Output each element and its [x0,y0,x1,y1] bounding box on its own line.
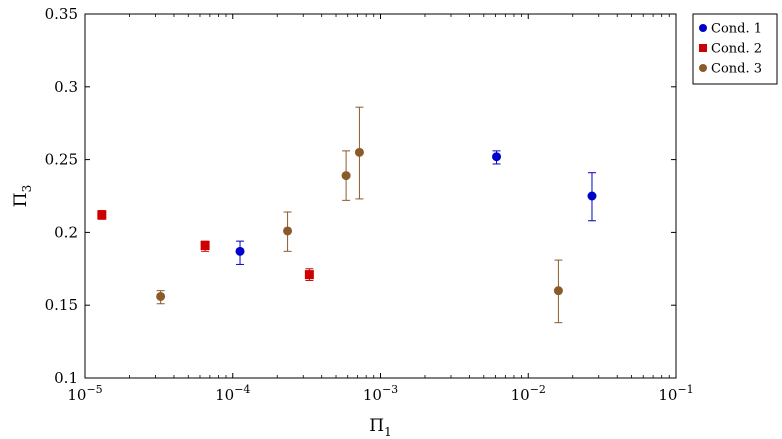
data-point [283,226,293,236]
data-point [156,291,166,301]
data-point [587,191,597,201]
legend-marker [699,24,707,32]
y-tick-label: 0.1 [54,369,78,387]
data-point [553,286,563,296]
y-tick-label: 0.35 [45,5,78,23]
plot-frame [84,13,677,379]
data-point [341,171,351,181]
x-tick-label: 10−4 [215,383,250,404]
plot-area: 0.1 0.15 0.2 0.25 0.3 0.35 10−5 10−4 10−3 10−2 10−… [11,5,694,439]
x-tick-label: 10−1 [658,383,693,404]
data-point [200,241,210,251]
legend-marker [699,44,707,52]
y-tick-label: 0.2 [54,223,78,241]
data-point [492,152,502,162]
legend-label: Cond. 3 [711,62,762,77]
legend-label: Cond. 2 [711,42,762,57]
x-axis-label: Π1 [369,416,391,439]
legend-label: Cond. 1 [711,22,762,37]
data-point [97,210,107,220]
data-point [235,246,245,256]
data-point [304,270,314,280]
y-tick-label: 0.3 [54,78,78,96]
legend: Cond. 1 Cond. 2 Cond. 3 [692,13,778,85]
y-axis-label: Π3 [11,185,34,207]
legend-marker [699,64,707,72]
x-tick-label: 10−2 [511,383,546,404]
x-tick-label: 10−5 [67,383,102,404]
data-point [354,147,364,157]
y-tick-label: 0.15 [45,296,78,314]
x-tick-label: 10−3 [363,383,398,404]
y-tick-label: 0.25 [45,151,78,169]
